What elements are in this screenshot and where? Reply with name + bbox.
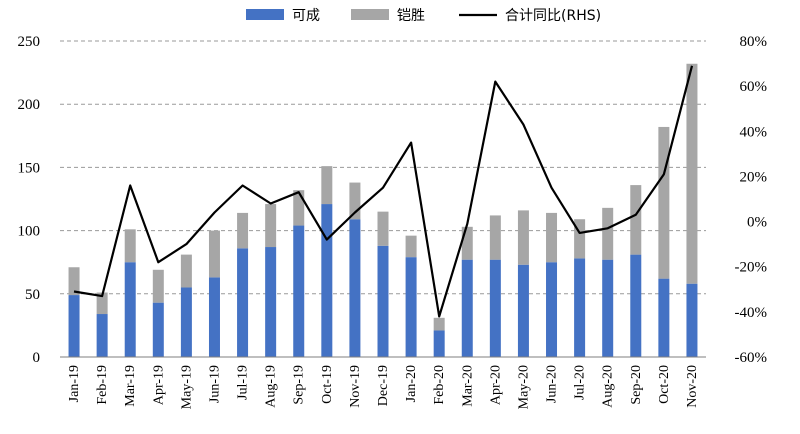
y-right-tick-label: 80% (740, 34, 768, 50)
bar-kaisheng (180, 254, 192, 288)
bar-kecheng (180, 287, 192, 357)
yoy-line (73, 65, 694, 318)
y-left-tick-label: 250 (18, 34, 41, 50)
bar-kecheng (321, 204, 333, 357)
x-tick-label: Jul-20 (573, 365, 588, 400)
x-tick-label: Jun-19 (207, 365, 222, 403)
bar-kecheng (377, 245, 389, 357)
bar-kecheng (349, 219, 361, 357)
x-tick-label: Sep-20 (629, 365, 644, 405)
y-right-tick-label: 40% (740, 124, 768, 140)
bar-kecheng (489, 259, 501, 357)
bar-kecheng (405, 257, 417, 357)
bar-kecheng (433, 330, 445, 357)
bar-kaisheng (517, 210, 529, 265)
axes: 0 50 100 150 200 250 -60% -40% -20% 0% 20% 40% 60% 80… (18, 34, 768, 409)
bar-kaisheng (489, 215, 501, 260)
y-right-tick-label: -60% (735, 350, 768, 366)
bar-kecheng (602, 259, 614, 357)
y-right-tick-label: -20% (735, 260, 768, 276)
bar-kecheng (265, 247, 277, 357)
bar-kaisheng (321, 166, 333, 205)
y-left-tick-label: 100 (18, 224, 41, 240)
x-tick-label: Apr-19 (151, 365, 166, 405)
legend-label-kaisheng: 铠胜 (397, 8, 425, 24)
x-tick-label: May-20 (516, 365, 531, 409)
y-left-tick-label: 0 (33, 350, 41, 366)
x-tick-label: Mar-19 (123, 365, 138, 407)
x-tick-label: Aug-20 (601, 365, 616, 408)
bar-kaisheng (293, 190, 305, 226)
y-right-tick-label: 20% (740, 169, 768, 185)
legend-label-kecheng: 可成 (292, 8, 320, 24)
x-tick-label: Feb-19 (95, 365, 110, 405)
x-tick-label: Jan-20 (404, 365, 419, 402)
bar-kecheng (658, 278, 670, 357)
y-left-tick-label: 200 (18, 97, 41, 113)
bar-kecheng (237, 248, 249, 357)
x-tick-label: Aug-19 (264, 365, 279, 408)
bar-kecheng (96, 314, 108, 357)
bar-kecheng (124, 262, 136, 357)
bar-kecheng (152, 302, 164, 357)
x-tick-label: Nov-19 (348, 365, 363, 408)
bar-kaisheng (68, 267, 80, 296)
x-tick-label: Jun-20 (545, 365, 560, 403)
y-left-tick-label: 150 (18, 160, 41, 176)
x-tick-label: Sep-19 (292, 365, 307, 405)
x-tick-label: Nov-20 (685, 365, 700, 408)
bar-kecheng (517, 264, 529, 357)
legend-label-yoy: 合计同比(RHS) (505, 8, 601, 24)
bar-kaisheng (658, 126, 670, 279)
legend-swatch-kecheng (246, 9, 284, 20)
bar-kaisheng (546, 212, 558, 263)
bar-kaisheng (377, 211, 389, 246)
bar-kaisheng (405, 235, 417, 258)
bar-kaisheng (96, 292, 108, 315)
y-right-tick-label: -40% (735, 305, 768, 321)
bar-kecheng (68, 295, 80, 357)
yoy-line-path (73, 65, 694, 318)
x-tick-label: Oct-19 (320, 365, 335, 404)
bar-kaisheng (152, 269, 164, 303)
bar-kecheng (461, 259, 473, 357)
y-right-tick-label: 60% (740, 79, 768, 95)
bar-kaisheng (461, 226, 473, 260)
bar-kecheng (293, 225, 305, 357)
y-right-tick-label: 0% (747, 215, 767, 231)
x-tick-label: Mar-20 (460, 365, 475, 407)
bar-kecheng (630, 254, 642, 357)
bar-kecheng (208, 277, 220, 357)
x-tick-label: Jul-19 (236, 365, 251, 400)
bar-kecheng (574, 258, 586, 357)
legend-swatch-kaisheng (351, 9, 389, 20)
bar-kecheng (686, 283, 698, 357)
bar-kaisheng (237, 212, 249, 249)
bars (68, 63, 698, 357)
bar-kaisheng (124, 229, 136, 263)
bar-kaisheng (686, 63, 698, 284)
x-tick-label: Apr-20 (488, 365, 503, 405)
bar-kaisheng (630, 185, 642, 255)
x-tick-label: Dec-19 (376, 365, 391, 406)
bar-kaisheng (265, 204, 277, 248)
bar-kaisheng (208, 230, 220, 278)
bar-kaisheng (574, 219, 586, 259)
y-left-tick-label: 50 (25, 287, 40, 303)
bar-kaisheng (433, 317, 445, 331)
x-tick-label: Feb-20 (432, 365, 447, 405)
bar-kaisheng (349, 182, 361, 220)
x-tick-label: May-19 (179, 365, 194, 409)
bar-kaisheng (602, 207, 614, 260)
legend: 可成 铠胜 合计同比(RHS) (246, 8, 601, 24)
x-tick-label: Oct-20 (657, 365, 672, 404)
bar-kecheng (546, 262, 558, 357)
x-tick-label: Jan-19 (67, 365, 82, 402)
